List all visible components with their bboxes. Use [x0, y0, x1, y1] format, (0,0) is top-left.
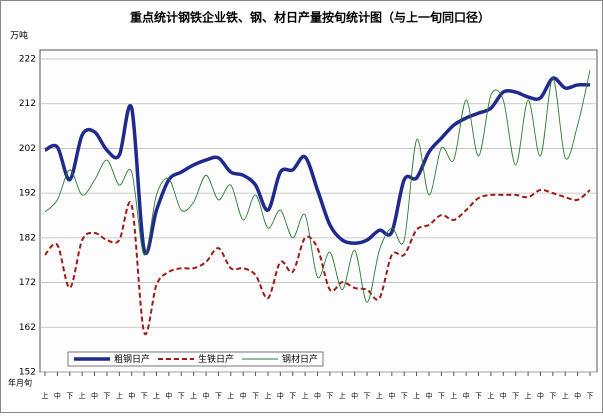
- x-tick-label: 下: [252, 392, 259, 400]
- y-tick-label: 202: [19, 144, 36, 154]
- x-tick-label: 下: [512, 392, 519, 400]
- x-tick-label: 上: [190, 391, 197, 400]
- x-tick-label: 上: [525, 391, 532, 400]
- x-tick-label: 中: [500, 391, 507, 400]
- y-tick-label: 222: [19, 55, 36, 65]
- x-tick-label: 上: [227, 391, 234, 400]
- series-line: [44, 70, 591, 303]
- x-tick-label: 下: [475, 392, 482, 400]
- y-tick-label: 162: [19, 323, 36, 333]
- x-tick-label: 下: [364, 392, 371, 400]
- x-tick-label: 上: [153, 391, 160, 400]
- y-tick-label: 192: [19, 189, 36, 199]
- plot-frame: [39, 49, 598, 373]
- x-tick-label: 下: [401, 392, 408, 400]
- x-tick-label: 上: [562, 391, 569, 400]
- x-tick-label: 上: [42, 391, 49, 400]
- series-line: [44, 76, 591, 255]
- y-tick-label: 172: [19, 278, 36, 288]
- x-tick-label: 中: [277, 391, 284, 400]
- x-tick-label: 中: [165, 391, 172, 400]
- x-tick-label: 中: [128, 391, 135, 400]
- x-tick-label: 上: [116, 391, 123, 400]
- x-tick-label: 中: [351, 391, 358, 400]
- y-tick-label: 182: [19, 233, 36, 243]
- x-tick-label: 中: [314, 391, 321, 400]
- x-tick-label: 中: [537, 391, 544, 400]
- y-tick-label: 212: [19, 99, 36, 109]
- x-tick-label: 下: [326, 392, 333, 400]
- series-line: [44, 188, 591, 336]
- legend-label: 生铁日产: [198, 353, 234, 365]
- x-tick-label: 中: [203, 391, 210, 400]
- legend-label: 钢材日产: [282, 353, 318, 365]
- chart-title: 重点统计钢铁企业铁、钢、材日产量按旬统计图（与上一旬同口径）: [130, 10, 490, 25]
- x-tick-label: 下: [141, 392, 148, 400]
- x-tick-label: 上: [264, 391, 271, 400]
- legend-label: 粗钢日产: [114, 353, 150, 365]
- x-tick-label: 下: [215, 392, 222, 400]
- x-tick-label: 下: [178, 392, 185, 400]
- legend-box: [67, 351, 324, 367]
- x-tick-label: 中: [240, 391, 247, 400]
- x-tick-label: 上: [79, 391, 86, 400]
- x-tick-label: 中: [463, 391, 470, 400]
- x-tick-label: 下: [66, 392, 73, 400]
- x-tick-label: 上: [413, 391, 420, 400]
- x-tick-label: 下: [103, 392, 110, 400]
- x-tick-label: 中: [425, 391, 432, 400]
- x-tick-label: 上: [376, 391, 383, 400]
- x-tick-label: 中: [574, 391, 581, 400]
- x-tick-label: 中: [91, 391, 98, 400]
- x-axis-label: 年月旬: [8, 378, 32, 388]
- x-tick-label: 上: [487, 391, 494, 400]
- x-tick-label: 上: [450, 391, 457, 400]
- x-tick-label: 下: [549, 392, 556, 400]
- x-tick-label: 上: [302, 391, 309, 400]
- y-tick-label: 152: [19, 368, 36, 378]
- x-tick-label: 下: [289, 392, 296, 400]
- x-tick-label: 中: [388, 391, 395, 400]
- y-axis-label: 万吨: [10, 30, 28, 42]
- x-tick-label: 中: [54, 391, 61, 400]
- x-tick-label: 下: [438, 392, 445, 400]
- x-tick-label: 下: [587, 392, 594, 400]
- x-tick-label: 上: [339, 391, 346, 400]
